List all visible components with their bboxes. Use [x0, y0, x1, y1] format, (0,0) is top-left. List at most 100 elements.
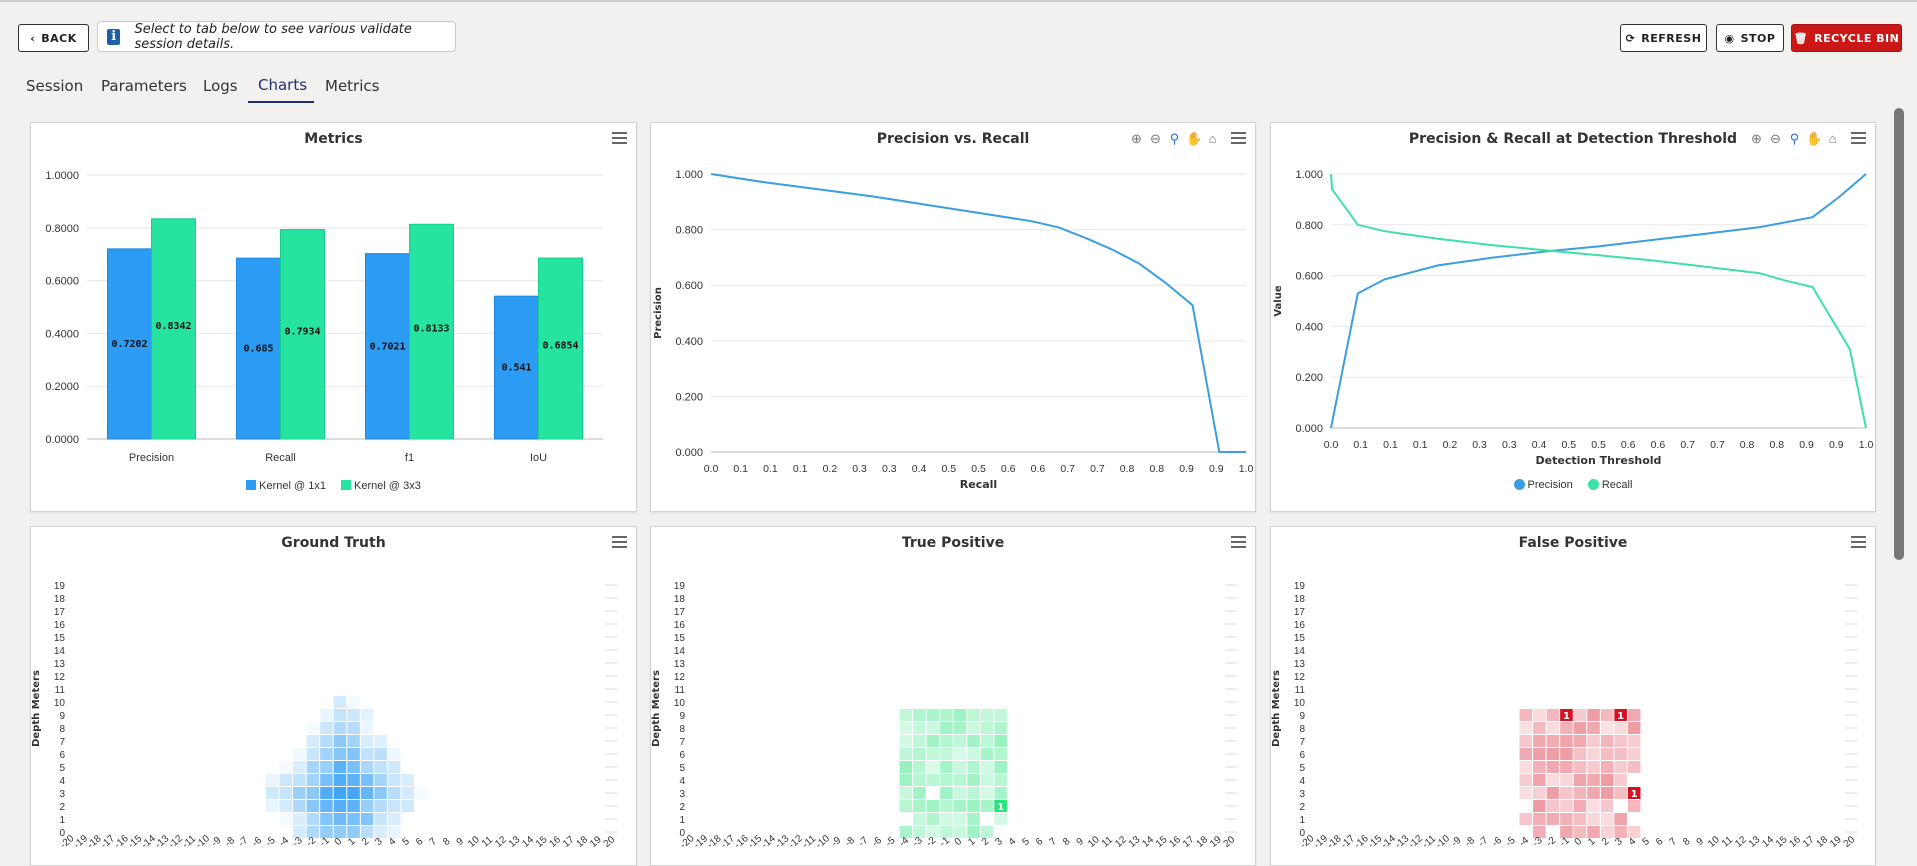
- heatmap-cell: [913, 761, 926, 773]
- heatmap-cell-label: 1: [1631, 789, 1638, 800]
- y-tick-label: 18: [54, 594, 66, 605]
- tab-session[interactable]: Session: [26, 77, 84, 95]
- y-tick-label: 13: [1294, 659, 1306, 670]
- heatmap-cell: [899, 748, 913, 760]
- heatmap-cell: [953, 800, 967, 812]
- y-tick-label: 14: [674, 646, 686, 657]
- heatmap-cell: [401, 787, 415, 799]
- back-button[interactable]: ‹ BACK: [18, 24, 89, 52]
- heatmap-cell: [940, 826, 953, 838]
- x-tick-label: 1.0: [1859, 439, 1874, 451]
- back-button-label: BACK: [41, 31, 77, 45]
- heatmap-cell: [347, 761, 360, 773]
- heatmap-cell: [347, 826, 360, 838]
- heatmap-cell: [1533, 826, 1546, 838]
- heatmap-cell: [333, 813, 347, 825]
- trash-icon: 🗑: [1793, 31, 1809, 45]
- page-scrollbar-thumb[interactable]: [1894, 108, 1904, 560]
- heatmap-cell: [953, 722, 967, 734]
- x-tick-label: 4: [387, 836, 399, 848]
- tab-parameters[interactable]: Parameters: [101, 77, 187, 95]
- tab-logs[interactable]: Logs: [203, 77, 238, 95]
- x-tick-label: 0.1: [733, 463, 748, 475]
- pan-hand-icon[interactable]: ✋: [1186, 131, 1203, 146]
- heatmap-cell: [1600, 709, 1614, 721]
- recycle-bin-button[interactable]: 🗑 RECYCLE BIN: [1791, 24, 1902, 52]
- y-tick-label: 18: [674, 594, 686, 605]
- magnify-icon[interactable]: ⚲: [1169, 131, 1180, 146]
- heatmap-cell: [1533, 813, 1546, 825]
- refresh-button-label: REFRESH: [1641, 31, 1702, 45]
- hamburger-menu-icon[interactable]: [1851, 132, 1866, 144]
- hamburger-menu-icon[interactable]: [1851, 536, 1866, 548]
- heatmap-cell: [899, 735, 913, 747]
- heatmap-cell: [347, 774, 360, 786]
- x-tick-label: 5: [400, 836, 412, 848]
- heatmap-cell: [953, 761, 967, 773]
- y-tick-label: 15: [54, 633, 66, 644]
- x-tick-label: 0.4: [912, 463, 927, 475]
- refresh-button[interactable]: ⟳ REFRESH: [1620, 24, 1707, 52]
- heatmap-cell: [387, 813, 401, 825]
- y-tick-label: 8: [1299, 724, 1305, 735]
- heatmap-cell: [1614, 813, 1627, 825]
- y-axis-title: Value: [1273, 285, 1284, 316]
- heatmap-cell: [415, 787, 428, 799]
- heatmap-cell: [401, 800, 415, 812]
- y-tick-label: 2: [679, 802, 685, 813]
- legend-item-kernel-1x1[interactable]: Kernel @ 1x1: [246, 480, 326, 492]
- heatmap-cell: [1573, 748, 1587, 760]
- heatmap-cell: [1600, 761, 1614, 773]
- heatmap-cell: [333, 709, 347, 721]
- zoom-out-icon[interactable]: ⊖: [1770, 131, 1781, 146]
- false-positive-panel: 0 1 2 3 4 5 6 7 8 9 10 11 12 13 14 15 16 17 18 19 -20 -19 -18-…: [1270, 526, 1876, 866]
- heatmap-cell: [1546, 761, 1560, 773]
- heatmap-cell: [360, 722, 374, 734]
- heatmap-cell: [360, 748, 374, 760]
- home-icon[interactable]: ⌂: [1208, 131, 1217, 146]
- heatmap-cell: [1533, 722, 1546, 734]
- heatmap-cell: [1573, 722, 1587, 734]
- zoom-in-icon[interactable]: ⊕: [1751, 131, 1762, 146]
- heatmap-cell: [333, 735, 347, 747]
- hamburger-menu-icon[interactable]: [1231, 132, 1246, 144]
- legend-item-recall[interactable]: Recall: [1587, 479, 1632, 491]
- x-tick-label: 0.5: [1561, 439, 1576, 451]
- x-tick-label: 0.5: [941, 463, 956, 475]
- heatmap-cell: [387, 800, 401, 812]
- tab-charts[interactable]: Charts: [258, 76, 308, 94]
- heatmap-cell: [953, 813, 967, 825]
- zoom-in-icon[interactable]: ⊕: [1131, 131, 1142, 146]
- heatmap-cell: [374, 787, 387, 799]
- x-tick-label: 0.9: [1799, 439, 1814, 451]
- legend-item-precision[interactable]: Precision: [1513, 479, 1573, 491]
- y-tick-label: 14: [54, 646, 66, 657]
- heatmap-cell: [926, 774, 940, 786]
- heatmap-cell: [374, 813, 387, 825]
- heatmap-cell: [1627, 735, 1641, 747]
- heatmap-cell: [926, 813, 940, 825]
- heatmap-cell: [1600, 735, 1614, 747]
- info-text: Select to tab below to see various valid…: [134, 21, 412, 52]
- heatmap-cell: [953, 826, 967, 838]
- x-tick-label: 5: [1640, 836, 1652, 848]
- hamburger-menu-icon[interactable]: [1231, 536, 1246, 548]
- hamburger-menu-icon[interactable]: [612, 536, 627, 548]
- tab-metrics[interactable]: Metrics: [325, 77, 380, 95]
- home-icon[interactable]: ⌂: [1828, 131, 1837, 146]
- y-tick-label: 2: [1299, 802, 1305, 813]
- bar-data-label: 0.685: [243, 344, 273, 355]
- heatmap-cell: [994, 722, 1007, 734]
- legend-item-kernel-3x3[interactable]: Kernel @ 3x3: [341, 480, 421, 492]
- magnify-icon[interactable]: ⚲: [1789, 131, 1800, 146]
- zoom-out-icon[interactable]: ⊖: [1150, 131, 1161, 146]
- stop-button[interactable]: ◉ STOP: [1716, 24, 1784, 52]
- heatmap-cell: [320, 800, 333, 812]
- heatmap-cell: [387, 761, 401, 773]
- y-tick-label: 19: [674, 581, 686, 592]
- heatmap-cell: [1546, 813, 1560, 825]
- heatmap-cell: [1519, 787, 1533, 799]
- pan-hand-icon[interactable]: ✋: [1806, 131, 1823, 146]
- bar-data-label: 0.7934: [284, 326, 320, 337]
- hamburger-menu-icon[interactable]: [612, 132, 627, 144]
